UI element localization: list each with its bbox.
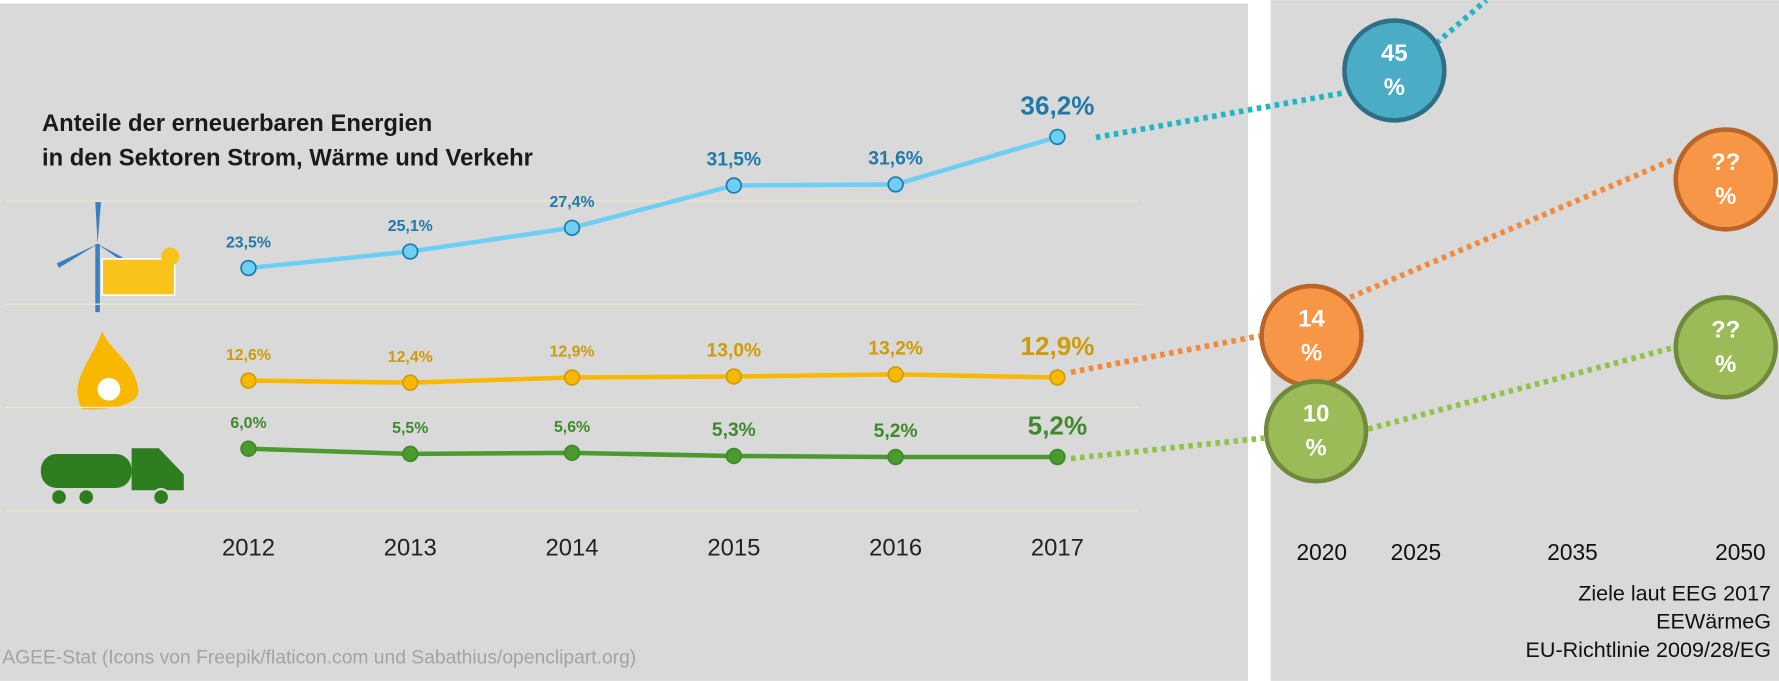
point xyxy=(1049,369,1066,386)
point xyxy=(1049,448,1066,466)
target-unit: % xyxy=(1301,339,1322,366)
target-value: ?? xyxy=(1711,317,1740,344)
target-year: 2025 xyxy=(1391,539,1441,565)
value-label: 5,2% xyxy=(874,421,918,442)
target-circle xyxy=(1673,295,1778,400)
target-source: EU-Richtlinie 2009/28/EG xyxy=(1526,637,1772,662)
target-source: EEWärmeG xyxy=(1656,609,1771,634)
value-label: 31,6% xyxy=(868,149,923,170)
value-label: 31,5% xyxy=(707,150,762,171)
target-unit: % xyxy=(1384,74,1405,101)
point xyxy=(402,445,419,463)
value-label: 5,5% xyxy=(392,420,428,437)
chart-title: in den Sektoren Strom, Wärme und Verkehr xyxy=(42,144,533,171)
point xyxy=(240,259,257,277)
value-label: 27,4% xyxy=(550,194,595,211)
point xyxy=(887,448,904,466)
point xyxy=(240,372,257,389)
value-label: 13,0% xyxy=(707,341,762,362)
target-year: 2020 xyxy=(1297,539,1347,565)
value-label: 5,2% xyxy=(1028,410,1087,440)
target-circle xyxy=(1673,127,1778,232)
icons xyxy=(40,202,184,507)
x-tick-label: 2014 xyxy=(546,535,599,562)
target-source: Ziele laut EEG 2017 xyxy=(1578,580,1771,605)
target-value: 45 xyxy=(1381,40,1408,67)
source: AGEE-Stat (Icons von Freepik/flaticon.co… xyxy=(2,647,636,668)
value-label: 12,9% xyxy=(1020,331,1094,361)
point xyxy=(563,369,581,386)
value-label: 25,1% xyxy=(388,218,433,235)
value-label: 13,2% xyxy=(868,339,923,360)
point xyxy=(725,447,743,465)
x-tick-label: 2015 xyxy=(707,535,760,562)
point xyxy=(563,444,581,462)
value-label: 12,6% xyxy=(226,347,271,364)
value-label: 5,6% xyxy=(554,419,590,436)
connectors xyxy=(1070,0,1676,462)
target-value: 14 xyxy=(1298,305,1325,332)
value-label: 12,4% xyxy=(388,349,433,366)
target-unit: % xyxy=(1306,435,1327,462)
point xyxy=(725,177,743,194)
x-tick-label: 2017 xyxy=(1031,535,1084,562)
series-line xyxy=(248,134,1059,271)
point xyxy=(402,374,419,391)
point xyxy=(887,176,904,193)
point xyxy=(240,440,257,457)
value-label: 36,2% xyxy=(1020,90,1094,120)
point xyxy=(563,219,581,237)
target-unit: % xyxy=(1715,183,1736,210)
target-value: ?? xyxy=(1711,149,1740,176)
target-circle xyxy=(1342,18,1447,123)
target-unit: % xyxy=(1715,351,1736,378)
value-label: 12,9% xyxy=(550,344,595,361)
target-circle xyxy=(1259,283,1364,389)
series-line xyxy=(248,372,1058,385)
target-year: 2050 xyxy=(1715,539,1765,565)
x-tick-label: 2013 xyxy=(384,535,437,562)
value-label: 6,0% xyxy=(230,415,266,432)
value-label: 5,3% xyxy=(712,420,756,441)
x-tick-label: 2016 xyxy=(869,535,922,562)
target-circle xyxy=(1263,379,1369,484)
series-line xyxy=(248,446,1058,460)
value-label: 23,5% xyxy=(226,234,271,251)
target-year: 2035 xyxy=(1547,539,1597,565)
chart-title: Anteile der erneuerbaren Energien xyxy=(42,110,432,137)
point xyxy=(725,368,743,385)
point xyxy=(1049,128,1066,146)
point xyxy=(887,366,904,383)
left-panel xyxy=(0,3,1249,681)
x-tick-label: 2012 xyxy=(222,535,275,562)
point xyxy=(402,243,419,260)
target-value: 10 xyxy=(1303,401,1330,428)
